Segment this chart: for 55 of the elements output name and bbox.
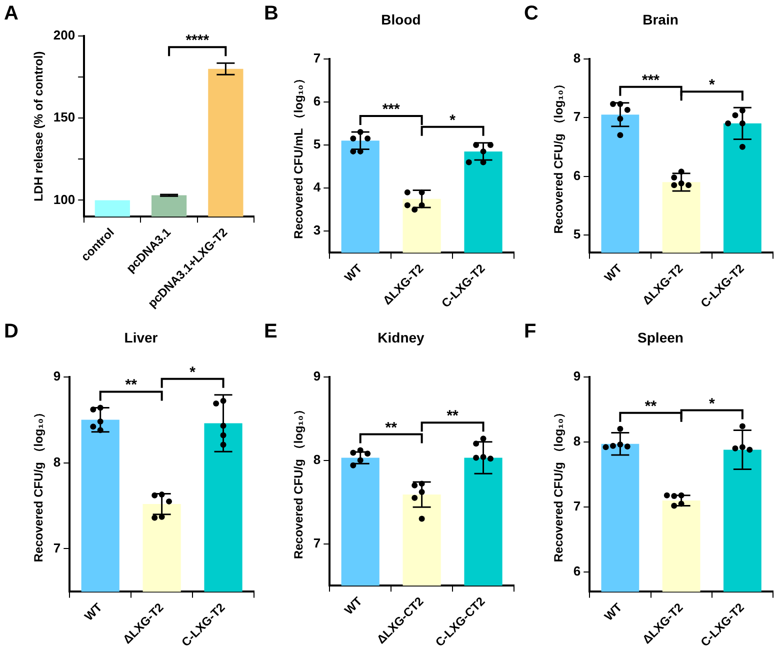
y-tick-label: 7 [53, 540, 61, 556]
text: B [264, 2, 278, 25]
y-tick-label: 4 [313, 180, 322, 195]
y-tick-label: 8 [313, 452, 321, 467]
y-axis-title: Recovered CFU/g （log₁₀） [32, 406, 46, 562]
x-tick-label: WT [342, 594, 366, 618]
y-tick-label: 8 [573, 433, 581, 448]
text: D [4, 320, 18, 343]
text: E [264, 320, 278, 343]
y-tick-label: 5 [313, 136, 321, 152]
chart-title: Brain [642, 11, 678, 28]
y-tick-label: 7 [313, 50, 321, 66]
y-tick-label: 6 [573, 168, 581, 183]
annotation: ** [125, 376, 138, 394]
y-axis-title: LDH release (% of control) [32, 51, 46, 202]
y-tick-label: 9 [53, 368, 61, 384]
annotation: **** [186, 32, 210, 50]
chart-title: Spleen [638, 329, 684, 346]
y-axis-title: Recovered CFU/g （log₁₀） [552, 406, 566, 562]
y-axis-title: Recovered CFU/g （log₁₀） [292, 403, 306, 560]
y-tick-label: 5 [573, 226, 581, 242]
annotation: ** [385, 419, 398, 436]
y-axis-title: Recovered CFU/g （log₁₀） [552, 78, 566, 234]
x-tick-label: WT [602, 260, 626, 284]
annotation: * [708, 76, 715, 94]
annotation: *** [642, 72, 660, 89]
annotation: * [708, 395, 715, 412]
y-tick-label: 7 [573, 109, 581, 124]
y-tick-label: 9 [573, 368, 581, 384]
x-tick-label: WT [342, 260, 366, 284]
y-tick-label: 9 [313, 368, 321, 384]
y-tick-label: 200 [53, 28, 76, 43]
y-tick-label: 100 [53, 192, 76, 207]
y-tick-label: 150 [53, 110, 76, 125]
annotation: ** [446, 408, 459, 425]
y-tick-label: 3 [313, 222, 321, 238]
y-tick-label: 7 [573, 498, 581, 514]
x-tick-label: WT [602, 600, 626, 624]
chart-title: Blood [381, 11, 421, 28]
text: A [4, 2, 18, 25]
annotation: *** [382, 101, 400, 118]
chart-title: Kidney [378, 329, 425, 346]
y-tick-label: 6 [573, 564, 581, 579]
y-tick-label: 8 [573, 50, 581, 66]
text: F [524, 320, 536, 343]
text: C [524, 2, 538, 25]
y-tick-label: 7 [313, 535, 321, 550]
y-tick-label: 6 [313, 93, 321, 108]
chart-title: Liver [124, 329, 158, 346]
x-tick-label: WT [82, 600, 106, 624]
annotation: ** [644, 398, 657, 415]
y-axis-title: Recovered CFU/mL （log₁₀） [292, 72, 306, 239]
annotation: * [190, 364, 196, 381]
annotation: * [450, 112, 456, 129]
y-tick-label: 8 [53, 454, 61, 470]
